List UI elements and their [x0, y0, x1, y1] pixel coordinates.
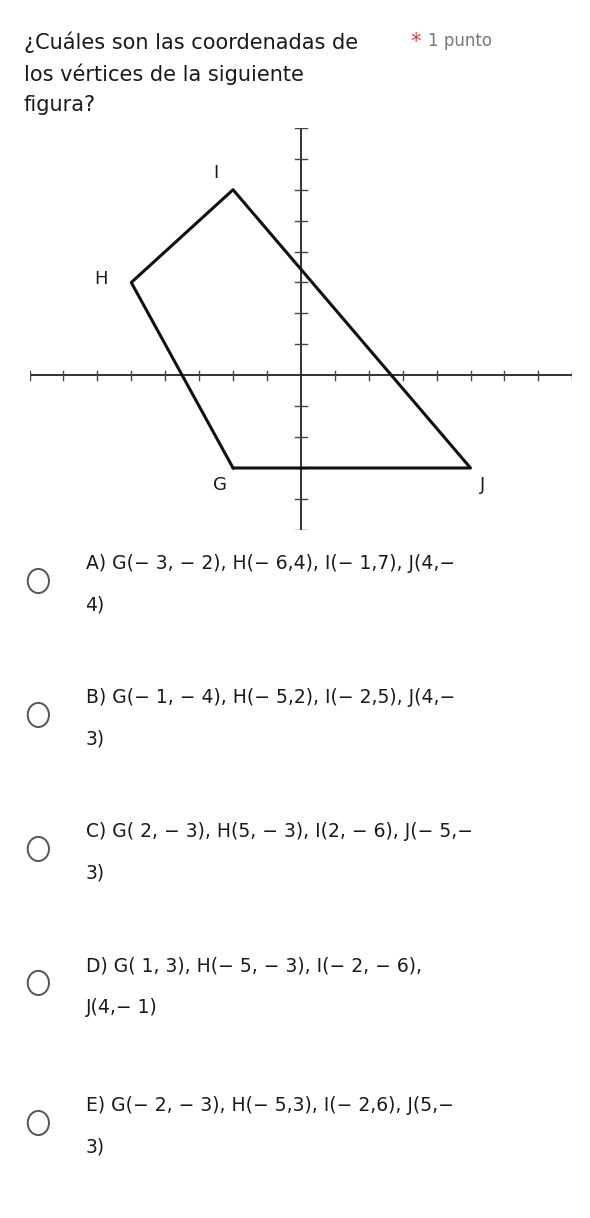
Text: E) G(− 2, − 3), H(− 5,3), I(− 2,6), J(5,−: E) G(− 2, − 3), H(− 5,3), I(− 2,6), J(5,… — [86, 1096, 454, 1116]
Text: G: G — [212, 476, 227, 495]
Text: 4): 4) — [86, 596, 105, 615]
Text: 3): 3) — [86, 1138, 104, 1157]
Text: figura?: figura? — [24, 95, 96, 114]
Text: C) G( 2, − 3), H(5, − 3), I(2, − 6), J(− 5,−: C) G( 2, − 3), H(5, − 3), I(2, − 6), J(−… — [86, 822, 473, 842]
Text: J: J — [480, 476, 485, 495]
Text: 1 punto: 1 punto — [428, 32, 491, 50]
Text: ¿Cuáles son las coordenadas de: ¿Cuáles son las coordenadas de — [24, 32, 358, 54]
Text: 3): 3) — [86, 864, 104, 883]
Text: los vértices de la siguiente: los vértices de la siguiente — [24, 63, 303, 85]
Text: D) G( 1, 3), H(− 5, − 3), I(− 2, − 6),: D) G( 1, 3), H(− 5, − 3), I(− 2, − 6), — [86, 956, 421, 976]
Text: A) G(− 3, − 2), H(− 6,4), I(− 1,7), J(4,−: A) G(− 3, − 2), H(− 6,4), I(− 1,7), J(4,… — [86, 554, 455, 574]
Text: J(4,− 1): J(4,− 1) — [86, 998, 158, 1017]
Text: I: I — [214, 163, 219, 181]
Text: *: * — [410, 32, 421, 51]
Text: 3): 3) — [86, 730, 104, 749]
Text: H: H — [94, 270, 107, 289]
Text: B) G(− 1, − 4), H(− 5,2), I(− 2,5), J(4,−: B) G(− 1, − 4), H(− 5,2), I(− 2,5), J(4,… — [86, 688, 455, 708]
